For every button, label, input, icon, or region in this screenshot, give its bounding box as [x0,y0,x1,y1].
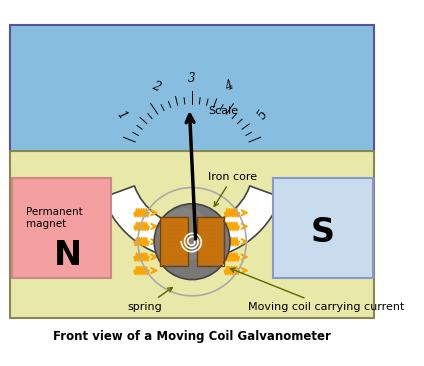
Text: 4: 4 [223,79,235,94]
Text: N: N [54,239,83,272]
Text: Iron core: Iron core [208,172,257,206]
Wedge shape [103,186,281,260]
Text: Moving coil carrying current: Moving coil carrying current [230,268,404,312]
Text: 3: 3 [188,72,196,85]
Text: spring: spring [128,288,172,312]
Text: S: S [311,216,335,249]
Bar [11,179,111,278]
Text: 1: 1 [114,108,128,122]
Text: 2: 2 [149,79,162,94]
Bar [197,217,224,266]
Bar [161,217,187,266]
Bar [10,25,374,165]
Bar [10,152,374,318]
Bar [273,179,373,278]
Text: Front view of a Moving Coil Galvanometer: Front view of a Moving Coil Galvanometer [53,330,331,343]
Text: Permanent
magnet: Permanent magnet [26,208,83,229]
Circle shape [158,208,212,261]
Text: Scale: Scale [208,106,238,116]
Text: 5: 5 [256,108,271,122]
Circle shape [154,204,230,280]
